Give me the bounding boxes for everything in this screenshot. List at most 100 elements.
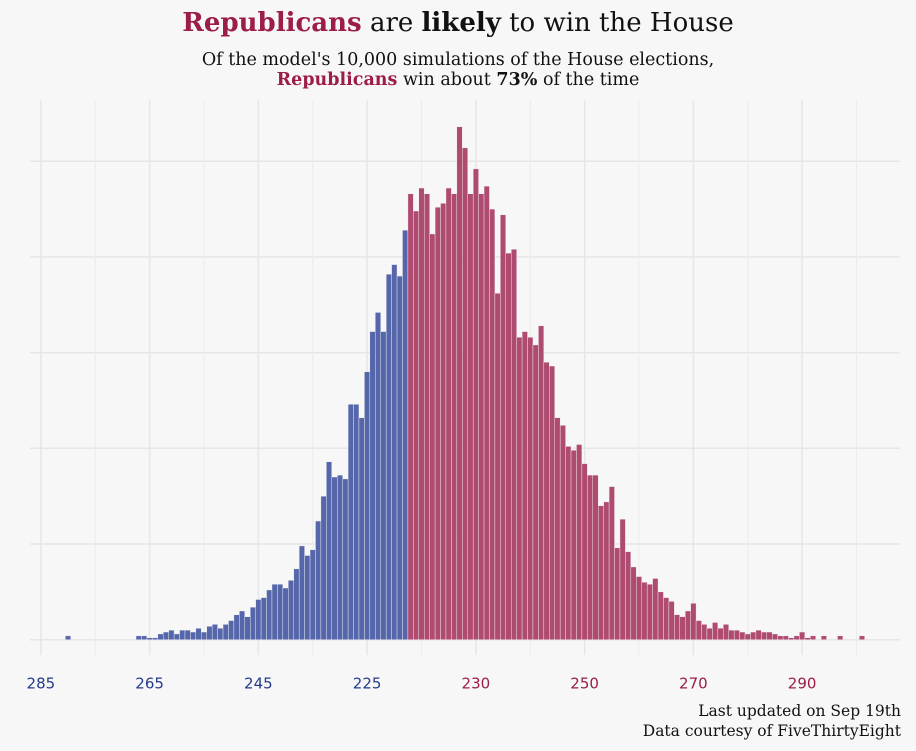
bar — [337, 474, 343, 640]
chart-title-part: Republicans — [182, 8, 361, 38]
bar — [293, 568, 300, 640]
bar — [761, 631, 767, 640]
chart-subtitle-part: Republicans — [277, 70, 398, 90]
bar — [358, 417, 365, 640]
bar — [385, 273, 392, 640]
bar — [755, 629, 762, 640]
bar — [309, 549, 316, 640]
bar — [440, 203, 447, 640]
bar — [478, 193, 485, 640]
bar — [250, 606, 256, 640]
bar — [233, 614, 240, 640]
bar — [532, 344, 539, 640]
chart-subtitle: Republicans win about 73% of the time — [277, 70, 640, 90]
bar — [788, 637, 795, 640]
footer-note: Data courtesy of FiveThirtyEight — [643, 722, 902, 740]
bar — [598, 505, 604, 640]
bar — [424, 193, 430, 640]
bar — [706, 628, 713, 640]
chart-subtitle-part: 73% — [496, 70, 537, 90]
bar — [570, 450, 577, 640]
chart-title-part: to win the House — [501, 8, 734, 38]
bar — [592, 474, 599, 640]
bar — [135, 635, 142, 640]
bar — [619, 518, 626, 640]
chart-title-part: are — [362, 8, 422, 38]
bar — [173, 633, 180, 640]
bar — [549, 365, 555, 640]
bar — [489, 208, 496, 640]
bar — [739, 631, 746, 640]
bar — [685, 610, 691, 640]
bar — [663, 597, 670, 640]
bar — [859, 635, 865, 640]
bar — [320, 495, 327, 640]
bar — [467, 193, 474, 640]
bar — [190, 631, 197, 640]
x-tick-label: 250 — [570, 675, 599, 693]
bar — [445, 187, 452, 640]
bar — [820, 635, 827, 640]
x-tick-label: 290 — [788, 675, 817, 693]
bar — [402, 229, 409, 640]
bar — [744, 633, 751, 640]
bar — [255, 599, 262, 640]
bar — [543, 361, 550, 640]
bar — [554, 417, 561, 640]
bar — [407, 193, 414, 640]
bar — [712, 622, 719, 640]
bar — [559, 425, 566, 640]
bar — [777, 635, 784, 640]
bar — [695, 620, 702, 640]
bar — [614, 547, 621, 640]
bar — [723, 624, 729, 640]
bar — [750, 631, 757, 640]
bar — [625, 551, 632, 640]
bar — [636, 576, 642, 640]
bar — [527, 337, 534, 640]
bar — [184, 629, 191, 640]
bar — [657, 591, 664, 640]
bar — [271, 583, 278, 640]
bar — [364, 371, 371, 640]
bar — [418, 187, 425, 640]
bar — [434, 206, 441, 640]
bar — [505, 252, 512, 640]
x-tick-label: 285 — [27, 675, 56, 693]
bar — [331, 476, 338, 640]
bar — [369, 331, 376, 640]
bar — [799, 631, 806, 640]
bar — [641, 582, 648, 640]
bar — [810, 635, 816, 640]
bar — [429, 233, 436, 640]
bar — [472, 168, 479, 640]
bar — [298, 545, 305, 640]
chart-title: Republicans are likely to win the House — [182, 8, 733, 38]
bar — [201, 631, 207, 640]
bar — [717, 628, 724, 640]
x-tick-label: 230 — [462, 675, 491, 693]
bar — [516, 337, 523, 640]
bar — [168, 629, 175, 640]
bar — [222, 624, 229, 640]
x-tick-label: 245 — [244, 675, 273, 693]
bar — [837, 635, 844, 640]
bar — [304, 555, 311, 640]
bar — [195, 628, 202, 640]
bar — [608, 486, 615, 640]
bar — [701, 624, 708, 640]
chart-subtitle: Of the model's 10,000 simulations of the… — [202, 50, 714, 70]
bar — [782, 635, 789, 640]
bar — [494, 293, 501, 640]
bar — [581, 463, 588, 640]
bar — [217, 628, 224, 640]
bar — [353, 404, 360, 640]
bar — [521, 331, 528, 640]
bar — [646, 583, 653, 640]
bar — [413, 210, 419, 640]
bar — [793, 635, 800, 640]
x-tick-label: 265 — [135, 675, 164, 693]
bar — [65, 635, 71, 640]
chart-title-part: likely — [422, 8, 502, 38]
